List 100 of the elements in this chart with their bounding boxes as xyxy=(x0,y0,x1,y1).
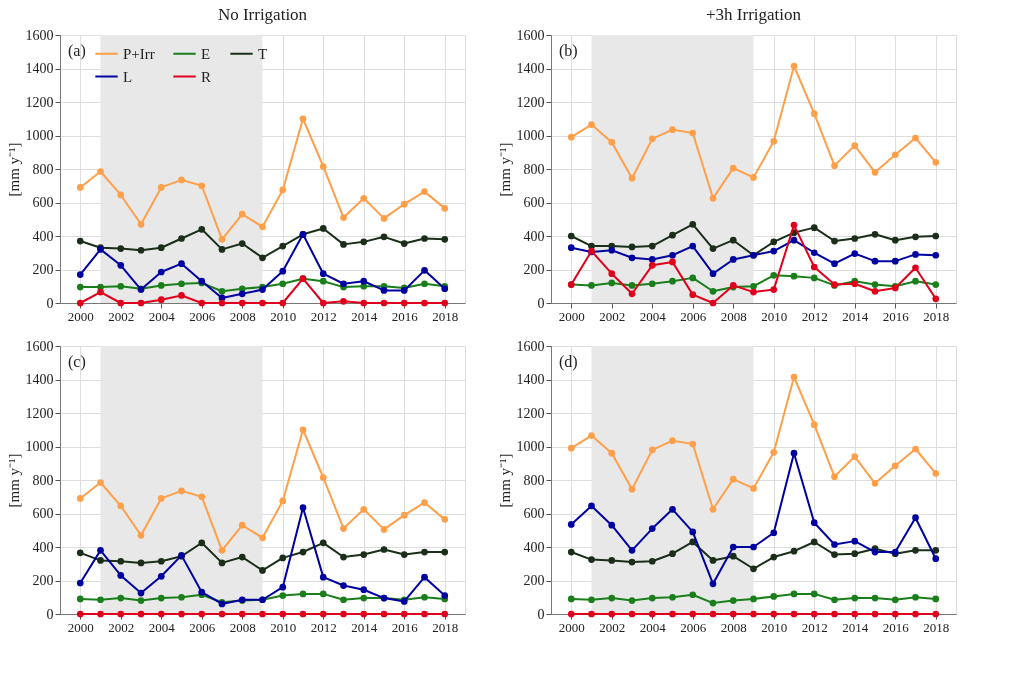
point xyxy=(912,593,919,601)
point xyxy=(178,280,185,288)
point xyxy=(279,554,287,562)
x-tick-label: 2010 xyxy=(270,308,297,324)
point xyxy=(319,539,327,547)
point xyxy=(608,557,616,564)
point xyxy=(851,142,859,149)
point xyxy=(709,245,717,252)
y-axis-title: [mm y⁻¹] xyxy=(496,453,513,508)
point xyxy=(588,432,595,439)
legend-label: L xyxy=(123,68,133,85)
point xyxy=(669,610,676,618)
point xyxy=(932,251,940,259)
point xyxy=(198,493,206,501)
point xyxy=(891,462,899,470)
point xyxy=(810,610,818,618)
legend-label: E xyxy=(201,45,211,62)
point xyxy=(831,162,838,169)
point xyxy=(76,271,84,278)
point xyxy=(380,610,388,618)
x-tick-label: 2010 xyxy=(761,308,788,324)
point xyxy=(567,595,575,603)
point xyxy=(648,446,656,454)
point xyxy=(648,261,656,269)
point xyxy=(117,191,125,199)
point xyxy=(932,281,940,288)
point xyxy=(117,594,125,602)
point xyxy=(790,221,798,229)
y-tick-label: 1600 xyxy=(516,338,545,354)
point xyxy=(790,272,798,280)
point xyxy=(157,268,165,276)
point xyxy=(648,594,656,602)
point xyxy=(380,299,388,307)
point xyxy=(912,251,919,258)
point xyxy=(932,610,940,618)
point xyxy=(689,129,697,137)
point xyxy=(750,595,757,603)
y-tick-label: 400 xyxy=(523,539,545,555)
point xyxy=(871,480,879,487)
point xyxy=(628,254,636,262)
y-tick-label: 1400 xyxy=(516,61,545,76)
point xyxy=(709,270,717,278)
point xyxy=(117,261,125,269)
point xyxy=(810,110,818,118)
point xyxy=(360,586,368,594)
point xyxy=(628,485,636,493)
point xyxy=(567,244,575,252)
point xyxy=(198,225,206,233)
point xyxy=(770,286,778,293)
y-tick-label: 600 xyxy=(32,195,54,210)
point xyxy=(421,610,428,618)
x-tick-label: 2012 xyxy=(310,308,337,324)
x-tick-label: 2014 xyxy=(842,308,869,324)
point xyxy=(709,194,717,202)
point xyxy=(400,610,408,618)
point xyxy=(608,270,616,278)
point xyxy=(279,583,287,591)
point xyxy=(750,282,757,290)
chart-title: +3h Irrigation xyxy=(705,5,802,24)
y-tick-label: 600 xyxy=(523,195,545,210)
point xyxy=(831,473,838,480)
point xyxy=(259,567,266,574)
point xyxy=(76,495,84,502)
point xyxy=(238,299,246,307)
point xyxy=(628,282,636,289)
point xyxy=(567,521,575,528)
y-tick-label: 1400 xyxy=(25,61,54,76)
point xyxy=(178,593,185,601)
point xyxy=(709,599,717,607)
point xyxy=(608,138,616,146)
point xyxy=(340,525,347,532)
point xyxy=(669,126,676,133)
x-tick-label: 2016 xyxy=(882,308,910,324)
point xyxy=(891,151,899,159)
x-tick-label: 2008 xyxy=(229,308,256,324)
point xyxy=(97,288,104,296)
y-tick-label: 800 xyxy=(32,161,54,177)
point xyxy=(400,200,408,208)
point xyxy=(157,495,165,502)
point xyxy=(157,184,165,191)
x-tick-label: 2014 xyxy=(351,619,378,635)
point xyxy=(380,233,388,241)
point xyxy=(400,299,408,307)
y-tick-label: 400 xyxy=(32,539,54,555)
point xyxy=(400,551,408,558)
point xyxy=(912,445,919,453)
point xyxy=(689,528,697,536)
point xyxy=(871,281,879,288)
point xyxy=(750,288,757,296)
point xyxy=(729,236,737,244)
point xyxy=(628,243,636,251)
point xyxy=(319,270,327,278)
point xyxy=(912,264,919,272)
point xyxy=(76,595,84,603)
point xyxy=(790,547,798,555)
point xyxy=(279,267,287,275)
point xyxy=(380,526,388,533)
point xyxy=(340,297,347,305)
point xyxy=(831,260,838,267)
point xyxy=(709,557,717,564)
